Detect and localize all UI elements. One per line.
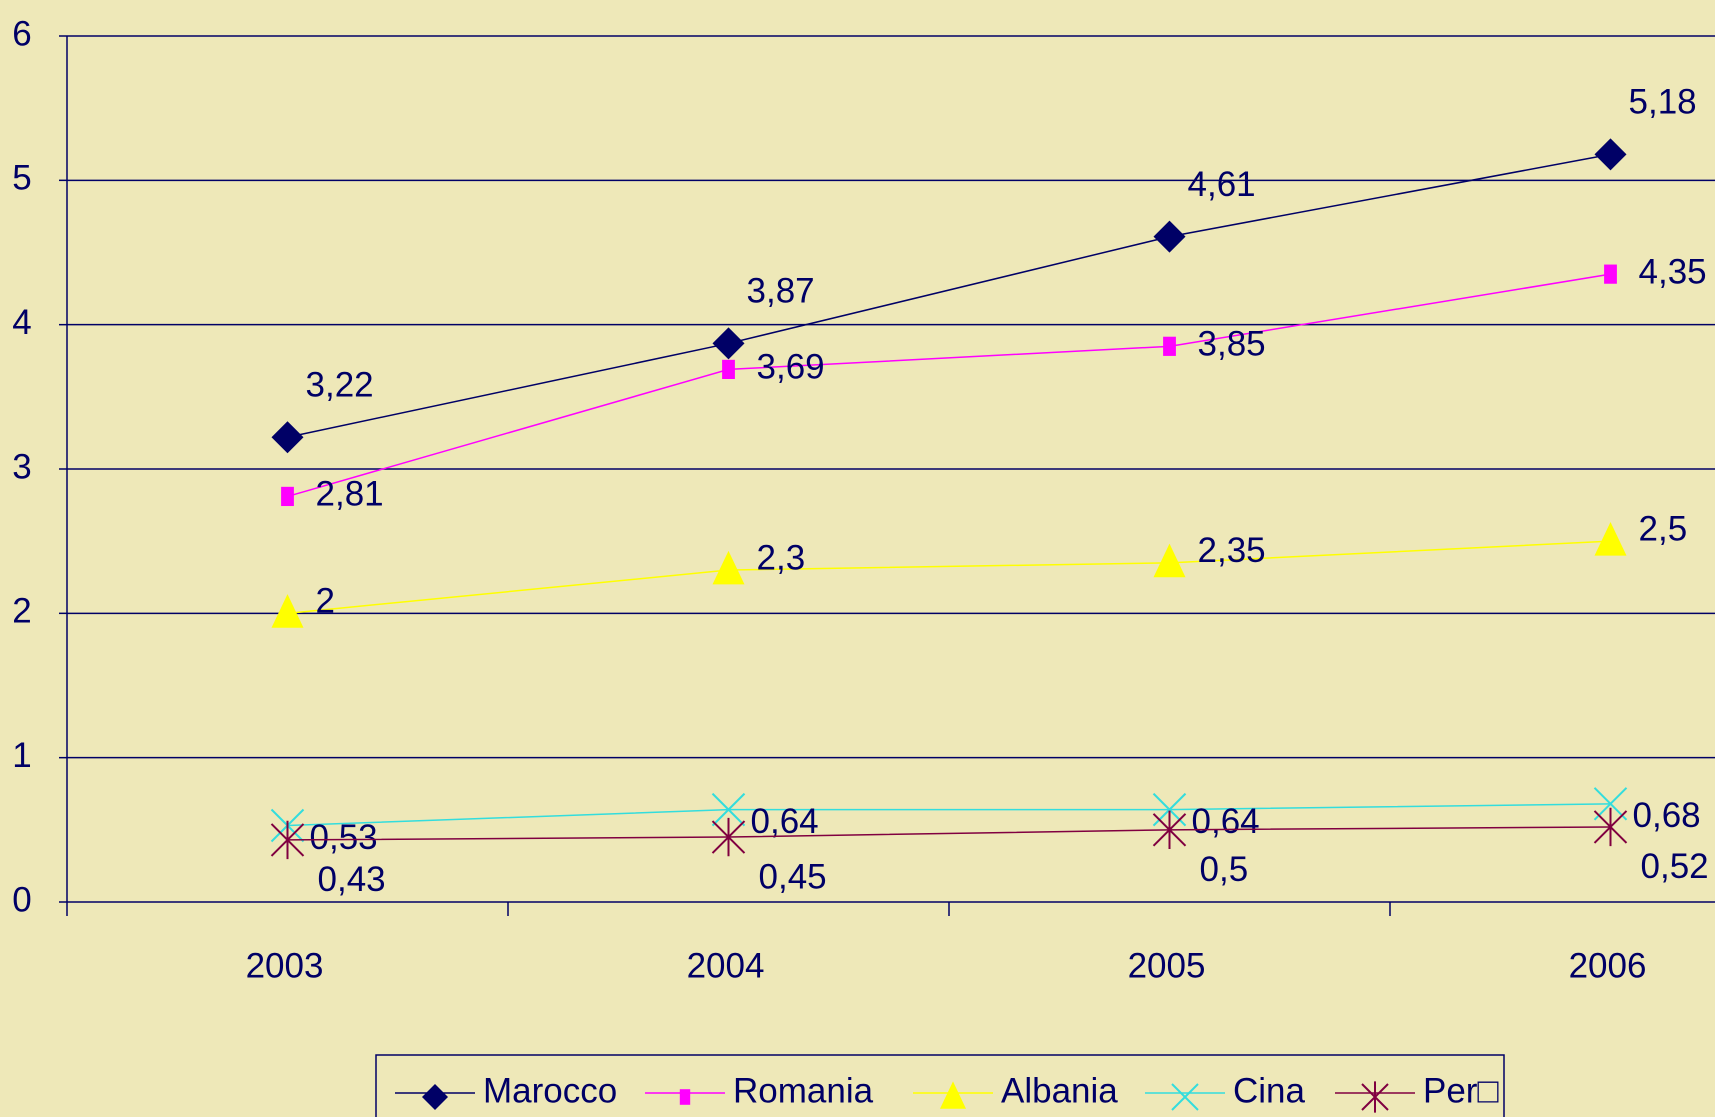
y-tick-label: 1: [12, 736, 31, 775]
data-label: 5,18: [1629, 83, 1697, 122]
marker: [1593, 787, 1628, 821]
y-tick-label: 6: [12, 14, 31, 53]
marker: [722, 359, 735, 380]
data-label: 0,43: [318, 860, 386, 899]
marker: [1594, 521, 1627, 556]
y-tick-label: 4: [12, 303, 31, 342]
marker: [940, 1081, 966, 1109]
marker: [711, 792, 746, 827]
marker: [679, 1089, 691, 1105]
legend-label: Cina: [1233, 1071, 1306, 1110]
data-label: 4,35: [1639, 252, 1707, 291]
series-line: [287, 153, 1611, 438]
legend-label: Albania: [1001, 1071, 1118, 1110]
data-label: 2,3: [757, 538, 806, 577]
x-tick-label: 2006: [1569, 946, 1647, 985]
y-tick-label: 2: [12, 592, 31, 631]
marker: [1171, 1083, 1199, 1111]
data-label: 3,69: [757, 348, 825, 387]
marker: [422, 1084, 448, 1110]
legend-label: Per□: [1423, 1071, 1499, 1110]
data-label: 2,5: [1639, 509, 1688, 548]
marker: [1604, 264, 1617, 284]
marker: [1163, 336, 1176, 356]
legend-box: [375, 1054, 1505, 1117]
series-line: [287, 540, 1611, 615]
y-tick-label: 5: [12, 159, 31, 198]
marker: [1153, 543, 1186, 578]
series-line: [287, 826, 1611, 841]
legend-label: Marocco: [483, 1071, 617, 1110]
marker: [1594, 138, 1627, 171]
data-label: 0,64: [1192, 802, 1260, 841]
data-label: 0,64: [751, 802, 819, 841]
y-tick-label: 0: [12, 880, 31, 919]
data-label: 3,22: [306, 365, 374, 404]
data-label: 3,85: [1198, 325, 1266, 364]
marker: [711, 817, 746, 857]
marker: [1361, 1081, 1389, 1113]
legend-label: Romania: [733, 1071, 874, 1110]
data-label: 0,45: [759, 857, 827, 896]
marker: [1153, 220, 1186, 253]
y-tick-label: 3: [12, 447, 31, 486]
marker: [712, 327, 745, 360]
marker: [271, 594, 304, 628]
data-label: 0,5: [1200, 850, 1249, 889]
x-tick-label: 2003: [246, 946, 324, 985]
data-label: 3,87: [747, 272, 815, 311]
marker: [271, 421, 304, 454]
data-label: 2: [316, 582, 335, 621]
marker: [712, 550, 745, 585]
data-label: 0,53: [310, 818, 378, 857]
data-label: 4,61: [1188, 165, 1256, 204]
data-label: 2,35: [1198, 531, 1266, 570]
marker: [281, 486, 294, 507]
series-line: [287, 273, 1611, 498]
marker: [1593, 807, 1628, 847]
data-label: 2,81: [316, 475, 384, 514]
marker: [1152, 810, 1187, 850]
series-line: [287, 803, 1611, 827]
data-label: 0,52: [1641, 847, 1709, 886]
data-label: 0,68: [1633, 796, 1701, 835]
x-tick-label: 2004: [687, 946, 765, 985]
marker: [270, 820, 305, 860]
x-tick-label: 2005: [1128, 946, 1206, 985]
